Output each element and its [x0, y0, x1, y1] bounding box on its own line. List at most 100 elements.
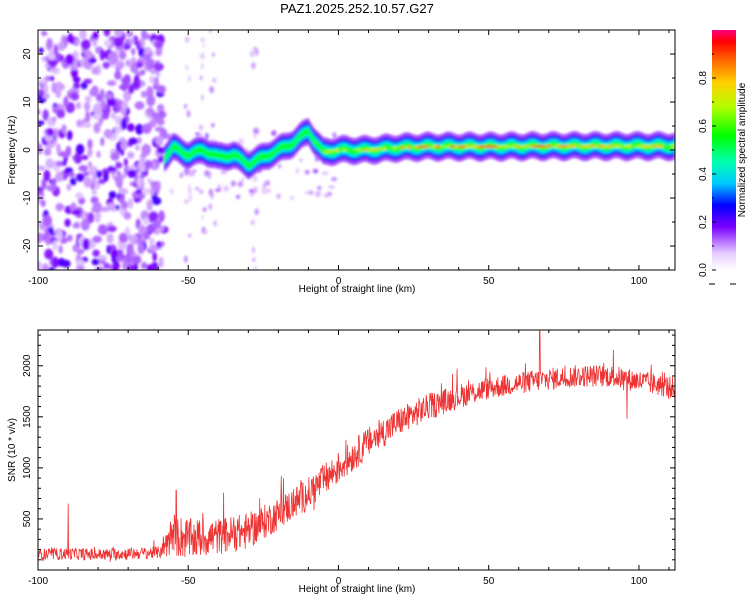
- noise-blob: [118, 232, 128, 243]
- noise-blob: [75, 259, 86, 266]
- colorbar-tick-label: 0.2: [698, 215, 709, 229]
- noise-blob: [103, 262, 110, 270]
- noise-blob: [230, 180, 236, 187]
- ridge-peak: [414, 145, 419, 149]
- noise-blob: [179, 172, 184, 178]
- ridge-peak: [580, 145, 585, 148]
- noise-blob: [73, 58, 79, 71]
- noise-blob: [55, 171, 64, 183]
- noise-blob: [82, 171, 90, 177]
- noise-blob: [154, 40, 164, 49]
- ridge-peak: [623, 145, 628, 148]
- noise-blob: [200, 62, 204, 70]
- noise-blob: [114, 70, 122, 80]
- chart-title: PAZ1.2025.252.10.57.G27: [280, 1, 434, 16]
- noise-blob: [43, 84, 49, 95]
- ridge-peak: [439, 145, 444, 148]
- snr-series-line: [38, 330, 675, 562]
- noise-blob: [52, 240, 58, 251]
- ridge-peak: [519, 145, 524, 148]
- noise-blob: [44, 75, 51, 82]
- colorbar-label: Normalized spectral amplitude: [737, 82, 748, 217]
- noise-blob: [123, 158, 128, 167]
- noise-blob: [208, 173, 212, 179]
- noise-blob: [212, 52, 215, 57]
- noise-blob: [152, 252, 157, 262]
- noise-blob: [299, 158, 303, 163]
- noise-blob: [115, 256, 123, 262]
- y-tick-label: -20: [22, 238, 33, 253]
- ridge-peak: [533, 145, 538, 148]
- noise-blob: [71, 209, 82, 216]
- ridge-peak: [583, 145, 589, 148]
- y-tick-label: 20: [22, 48, 33, 60]
- noise-blob: [100, 206, 110, 212]
- noise-blob: [57, 257, 66, 267]
- noise-blob: [87, 147, 93, 157]
- noise-blob: [78, 165, 88, 172]
- noise-blob: [43, 147, 52, 156]
- spectrogram-heatmap: [38, 30, 675, 270]
- noise-blob: [150, 180, 158, 188]
- noise-blob: [92, 31, 99, 40]
- noise-blob: [149, 244, 159, 252]
- noise-blob: [140, 90, 148, 98]
- noise-blob: [75, 173, 85, 182]
- ridge-peak: [450, 145, 455, 149]
- noise-blob: [42, 214, 53, 227]
- noise-blob: [61, 34, 67, 44]
- colorbar-ticks: 0.0 0.2 0.4 0.6 0.8: [698, 53, 736, 285]
- noise-blob: [128, 38, 135, 44]
- noise-blob: [194, 186, 200, 191]
- noise-blob: [89, 88, 99, 97]
- noise-blob: [324, 193, 330, 198]
- noise-blob: [153, 78, 159, 88]
- noise-blob: [41, 30, 48, 36]
- noise-blob: [137, 242, 145, 255]
- noise-blob: [201, 94, 204, 101]
- ridge-peak: [619, 145, 625, 148]
- noise-blob: [202, 207, 207, 212]
- noise-blob: [46, 184, 57, 192]
- noise-blob: [73, 154, 82, 164]
- ridge-peak: [461, 145, 466, 148]
- noise-blob: [115, 175, 123, 188]
- noise-blob: [147, 177, 152, 184]
- noise-blob: [127, 198, 134, 210]
- noise-blob: [38, 109, 41, 115]
- noise-blob: [126, 30, 134, 38]
- ridge-peak: [392, 146, 398, 149]
- noise-blob: [158, 226, 165, 232]
- noise-blob: [66, 234, 73, 242]
- noise-blob: [169, 188, 174, 195]
- ridge-peak: [284, 145, 289, 147]
- ridge-peak: [656, 145, 661, 148]
- ridge-peak: [425, 145, 430, 148]
- noise-blob: [271, 130, 277, 137]
- noise-blob: [289, 196, 294, 200]
- noise-blob: [84, 50, 93, 60]
- ridge-peak: [436, 145, 441, 148]
- noise-blob: [148, 211, 159, 222]
- noise-blob: [131, 255, 142, 264]
- x-tick-label: 50: [483, 276, 495, 287]
- noise-blob: [108, 191, 117, 199]
- ridge-peak: [544, 145, 549, 148]
- noise-blob: [123, 211, 132, 220]
- noise-blob: [87, 212, 95, 224]
- ridge-peak: [486, 145, 491, 149]
- noise-blob: [43, 169, 51, 182]
- noise-blob: [107, 166, 117, 172]
- noise-blob: [202, 52, 205, 60]
- ridge-peak: [522, 145, 527, 148]
- noise-blob: [79, 30, 87, 40]
- noise-blob: [70, 91, 78, 101]
- noise-blob: [83, 177, 93, 188]
- x-tick-label: 50: [483, 576, 495, 587]
- ridge-peak: [421, 145, 426, 149]
- noise-blob: [251, 62, 256, 70]
- ridge-peak: [569, 145, 574, 148]
- ridge-peak: [313, 141, 318, 143]
